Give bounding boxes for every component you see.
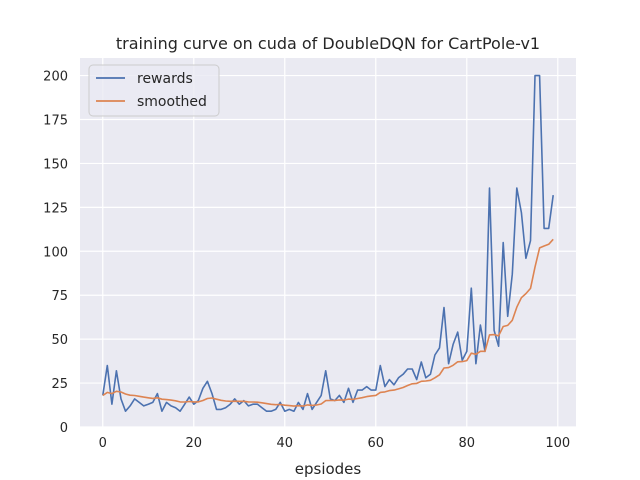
series-layer xyxy=(102,74,554,413)
y-tick-label: 175 xyxy=(43,114,68,129)
y-tick-label: 50 xyxy=(51,333,68,348)
series-line-smoothed xyxy=(102,238,554,407)
y-tick-label: 125 xyxy=(43,201,68,216)
y-tick-label: 0 xyxy=(60,421,68,436)
legend-label: smoothed xyxy=(137,94,207,110)
x-tick-label: 100 xyxy=(545,436,570,451)
y-tick-label: 200 xyxy=(43,70,68,85)
legend-label: rewards xyxy=(137,71,193,87)
x-tick-label: 40 xyxy=(276,436,293,451)
legend: rewards smoothed xyxy=(88,64,220,117)
y-tick-label: 75 xyxy=(51,289,68,304)
chart-title: training curve on cuda of DoubleDQN for … xyxy=(116,34,540,53)
x-tick-label: 60 xyxy=(368,436,385,451)
y-tick-labels: 0 25 50 75 100 125 150 175 200 xyxy=(43,70,68,436)
x-tick-labels: 0 20 40 60 80 100 xyxy=(99,436,571,451)
y-tick-label: 100 xyxy=(43,245,68,260)
x-tick-label: 80 xyxy=(459,436,476,451)
x-tick-label: 20 xyxy=(185,436,202,451)
y-tick-label: 150 xyxy=(43,157,68,172)
x-axis-label: epsiodes xyxy=(295,460,362,478)
x-tick-label: 0 xyxy=(99,436,107,451)
y-tick-label: 25 xyxy=(51,377,68,392)
series-line-rewards xyxy=(102,74,554,413)
